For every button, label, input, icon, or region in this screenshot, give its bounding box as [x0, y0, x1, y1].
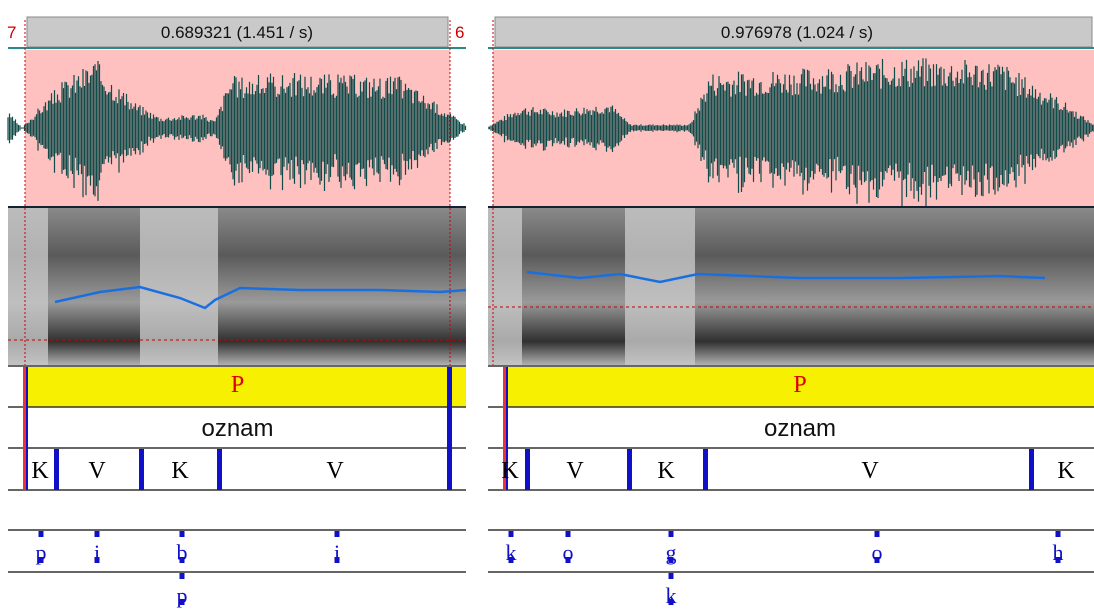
point-label: h	[1053, 540, 1064, 565]
spectrogram	[488, 208, 1094, 365]
interval-label: V	[326, 458, 344, 484]
point-label: b	[177, 540, 188, 565]
spectrogram-quiet	[140, 208, 218, 365]
point-label: p	[36, 540, 47, 565]
tier-highlight	[24, 367, 466, 407]
interval-label: K	[657, 458, 675, 484]
panel-gap	[467, 0, 488, 612]
boundary	[447, 449, 452, 490]
boundary-red	[23, 367, 26, 490]
point-label: o	[872, 540, 883, 565]
interval-label: K	[31, 458, 49, 484]
point-label: k	[666, 583, 677, 608]
boundary	[627, 449, 632, 490]
interval-label: K	[171, 458, 189, 484]
spectrogram-quiet	[625, 208, 695, 365]
boundary	[525, 449, 530, 490]
point-label: o	[563, 540, 574, 565]
boundary	[703, 449, 708, 490]
point-label: g	[666, 540, 677, 565]
tier-label: oznam	[764, 415, 836, 442]
boundary	[54, 449, 59, 490]
tier-label: oznam	[201, 415, 273, 442]
point-label: p	[177, 583, 188, 608]
selection-duration: 0.689321 (1.451 / s)	[161, 23, 313, 42]
interval-label: K	[1057, 458, 1075, 484]
point-label: i	[334, 540, 340, 565]
selection-duration: 0.976978 (1.024 / s)	[721, 23, 873, 42]
interval-label: K	[501, 458, 519, 484]
edge-time: 6	[455, 23, 464, 42]
edge-time: 7	[7, 23, 16, 42]
interval-label: V	[88, 458, 106, 484]
tier-label: P	[231, 372, 244, 398]
boundary	[1029, 449, 1034, 490]
tier-label: P	[793, 372, 806, 398]
point-label: k	[506, 540, 517, 565]
boundary	[26, 367, 28, 490]
boundary	[139, 449, 144, 490]
interval-label: V	[861, 458, 879, 484]
boundary	[217, 449, 222, 490]
spectrogram-quiet	[8, 208, 48, 365]
point-label: i	[94, 540, 100, 565]
spectrogram	[8, 208, 466, 365]
praat-editors: 0.689321 (1.451 / s) 7 6 Poznam K V K Vp i b i p 0.9…	[0, 0, 1094, 612]
interval-label: V	[566, 458, 584, 484]
